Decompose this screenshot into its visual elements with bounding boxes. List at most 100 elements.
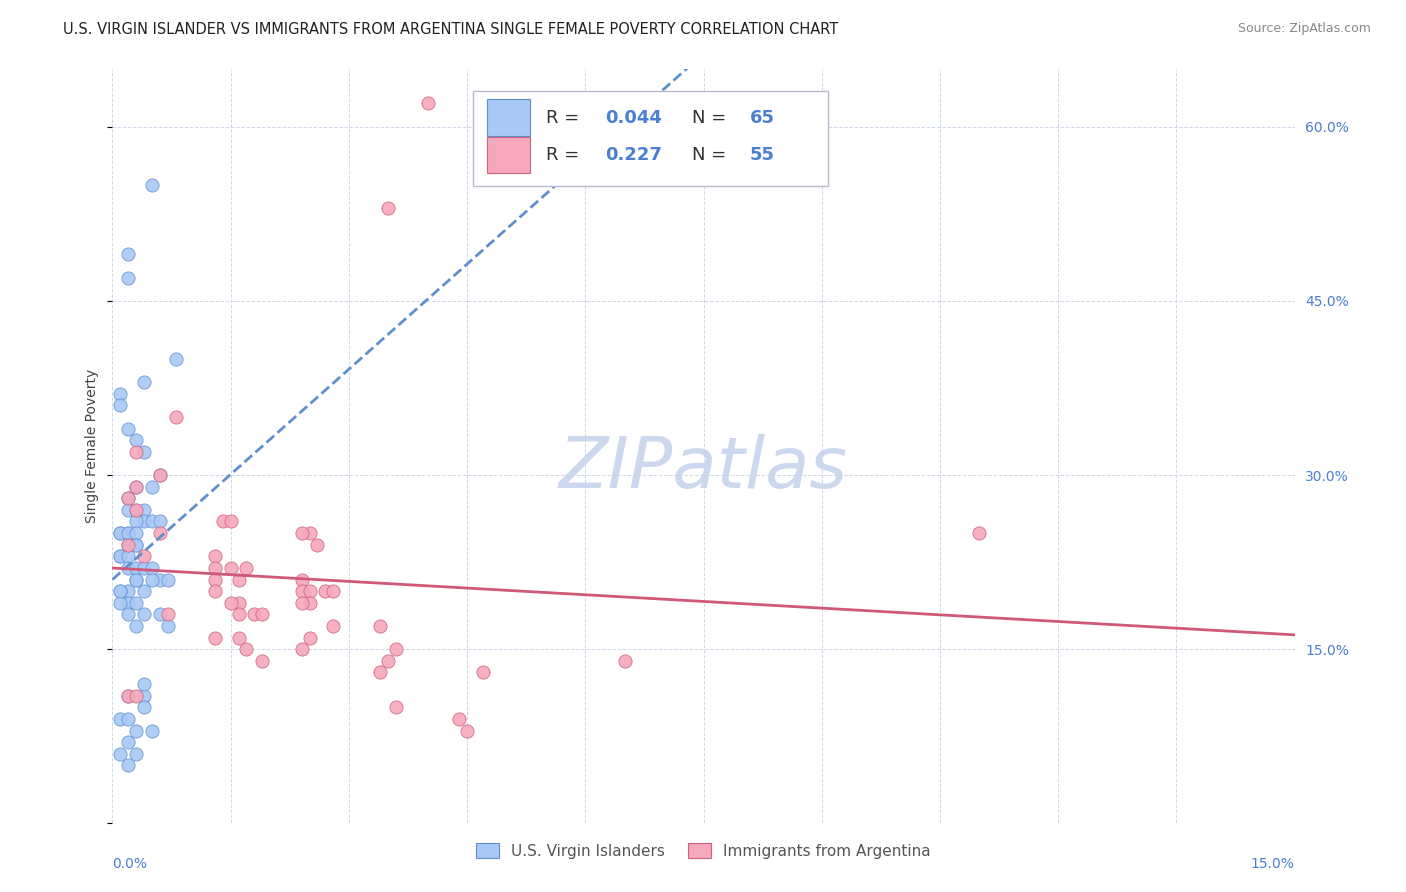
Point	[298, 584, 321, 599]
Text: N =: N =	[692, 146, 731, 164]
Point	[117, 549, 139, 564]
Point	[110, 526, 132, 541]
Point	[132, 503, 155, 517]
Point	[125, 445, 148, 459]
Point	[110, 596, 132, 610]
Point	[110, 712, 132, 726]
Point	[149, 468, 172, 483]
Point	[243, 607, 266, 622]
Point	[314, 584, 336, 599]
Point	[211, 515, 233, 529]
Point	[117, 503, 139, 517]
Point	[307, 538, 329, 552]
Point	[291, 584, 314, 599]
Point	[322, 619, 344, 633]
Point	[132, 689, 155, 703]
Point	[110, 386, 132, 401]
Point	[132, 561, 155, 575]
Point	[204, 584, 226, 599]
Point	[228, 596, 250, 610]
Point	[117, 491, 139, 506]
Point	[149, 468, 172, 483]
Point	[291, 573, 314, 587]
Point	[117, 526, 139, 541]
Point	[156, 619, 179, 633]
Point	[165, 351, 187, 366]
Point	[110, 549, 132, 564]
Point	[322, 584, 344, 599]
Point	[125, 723, 148, 738]
Point	[969, 526, 991, 541]
Point	[117, 247, 139, 261]
Point	[291, 642, 314, 657]
Point	[149, 573, 172, 587]
FancyBboxPatch shape	[472, 91, 828, 186]
Text: 0.0%: 0.0%	[112, 857, 148, 871]
Point	[110, 526, 132, 541]
Point	[117, 491, 139, 506]
Point	[125, 573, 148, 587]
Point	[235, 642, 257, 657]
Point	[125, 538, 148, 552]
Point	[125, 433, 148, 447]
Text: R =: R =	[547, 109, 585, 127]
Point	[204, 561, 226, 575]
Point	[125, 515, 148, 529]
Point	[298, 526, 321, 541]
Point	[117, 758, 139, 772]
Point	[125, 747, 148, 761]
Point	[117, 584, 139, 599]
Point	[110, 584, 132, 599]
Text: U.S. VIRGIN ISLANDER VS IMMIGRANTS FROM ARGENTINA SINGLE FEMALE POVERTY CORRELAT: U.S. VIRGIN ISLANDER VS IMMIGRANTS FROM …	[63, 22, 838, 37]
Point	[132, 375, 155, 389]
Point	[156, 573, 179, 587]
Point	[125, 503, 148, 517]
Point	[613, 654, 636, 668]
Point	[219, 561, 242, 575]
Point	[149, 526, 172, 541]
Point	[125, 503, 148, 517]
Point	[132, 584, 155, 599]
Point	[117, 712, 139, 726]
Point	[117, 538, 139, 552]
Legend: U.S. Virgin Islanders, Immigrants from Argentina: U.S. Virgin Islanders, Immigrants from A…	[470, 837, 936, 865]
Point	[141, 515, 163, 529]
Point	[377, 654, 399, 668]
Point	[117, 735, 139, 749]
Text: R =: R =	[547, 146, 585, 164]
Point	[117, 538, 139, 552]
Point	[385, 642, 408, 657]
Point	[141, 561, 163, 575]
Point	[204, 573, 226, 587]
Point	[117, 526, 139, 541]
Point	[117, 561, 139, 575]
Point	[370, 619, 392, 633]
Point	[449, 712, 471, 726]
Point	[110, 584, 132, 599]
Text: 0.227: 0.227	[606, 146, 662, 164]
Point	[291, 526, 314, 541]
Point	[132, 700, 155, 714]
Point	[132, 445, 155, 459]
Point	[117, 270, 139, 285]
Point	[117, 596, 139, 610]
Point	[385, 700, 408, 714]
Point	[250, 654, 273, 668]
Text: N =: N =	[692, 109, 731, 127]
Point	[110, 398, 132, 412]
Point	[132, 549, 155, 564]
Point	[132, 515, 155, 529]
Point	[125, 526, 148, 541]
Point	[370, 665, 392, 680]
Point	[204, 631, 226, 645]
Point	[110, 747, 132, 761]
Point	[298, 631, 321, 645]
Point	[228, 607, 250, 622]
Point	[125, 480, 148, 494]
Point	[149, 515, 172, 529]
Point	[125, 573, 148, 587]
Point	[125, 596, 148, 610]
Point	[204, 549, 226, 564]
Bar	[488, 100, 530, 136]
Point	[456, 723, 478, 738]
